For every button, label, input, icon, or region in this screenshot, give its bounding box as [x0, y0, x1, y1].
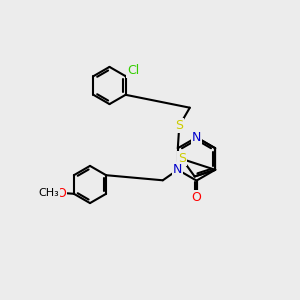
Text: N: N	[192, 131, 201, 144]
Text: S: S	[175, 119, 183, 132]
Text: S: S	[178, 152, 186, 166]
Text: N: N	[173, 163, 182, 176]
Text: CH₃: CH₃	[38, 188, 59, 198]
Text: O: O	[56, 187, 66, 200]
Text: Cl: Cl	[127, 64, 139, 77]
Text: O: O	[192, 190, 201, 204]
